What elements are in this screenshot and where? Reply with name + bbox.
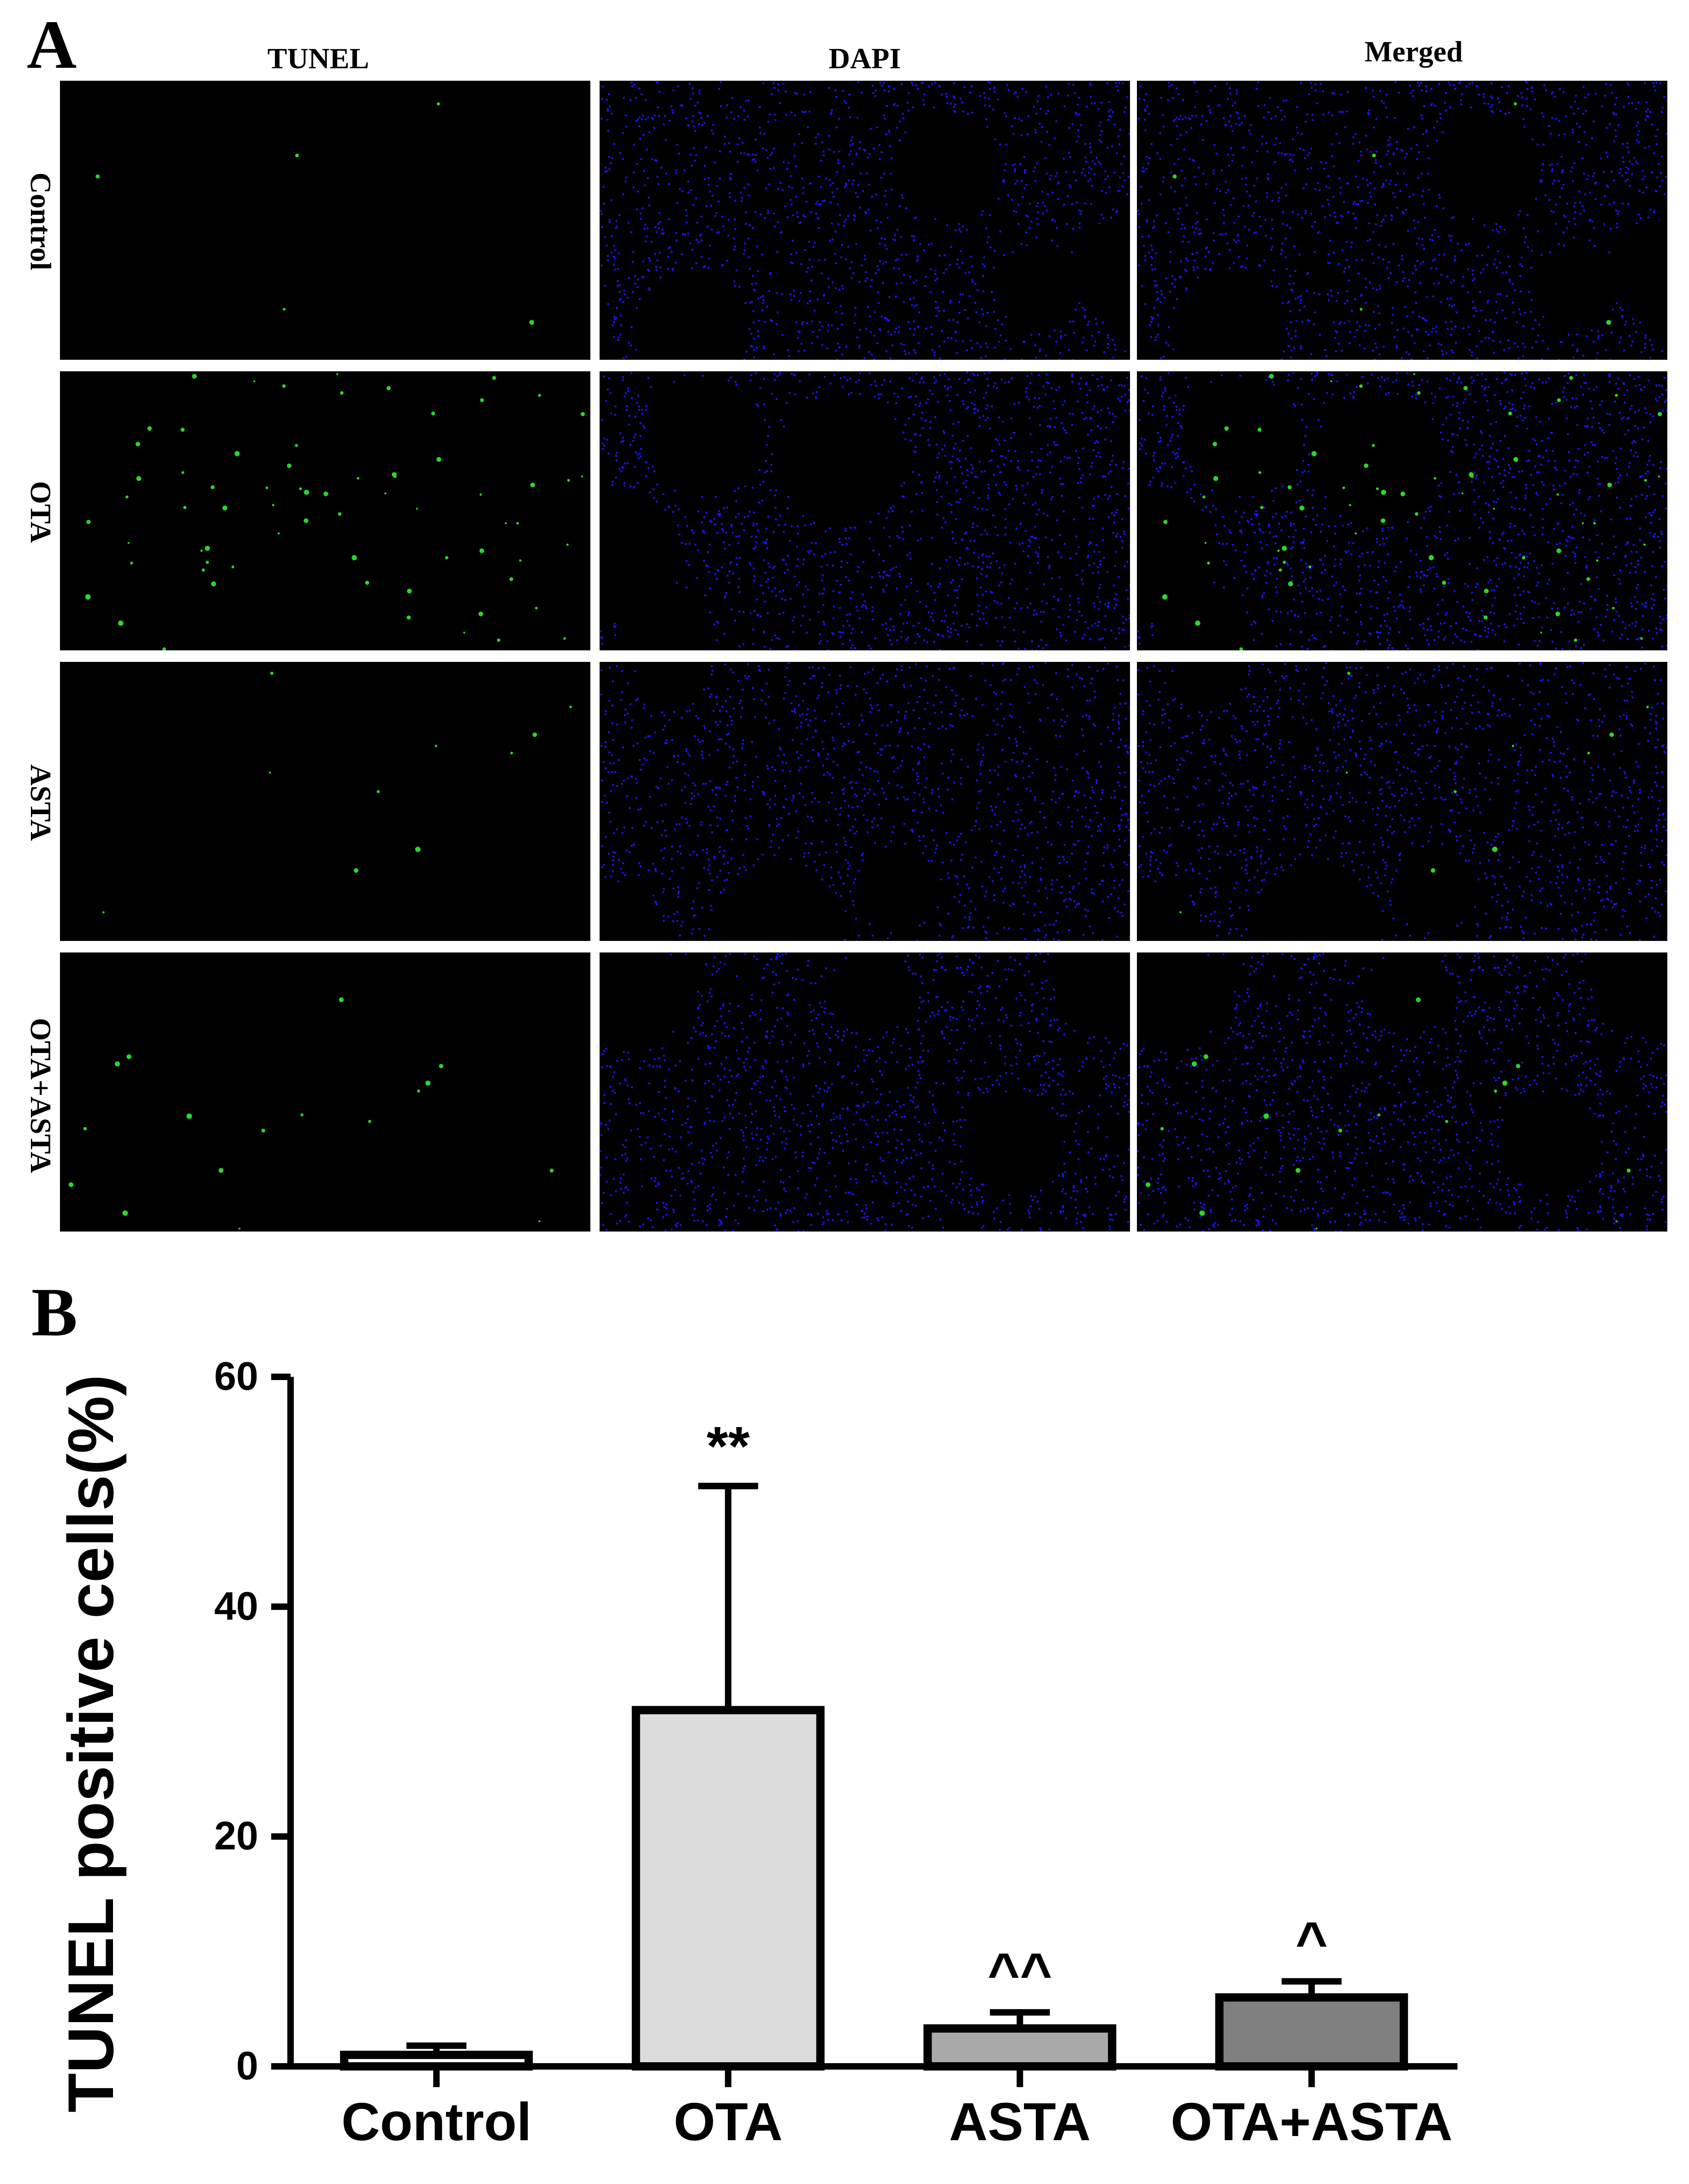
bar-control <box>340 2051 533 2071</box>
y-tick-label: 0 <box>236 2044 258 2088</box>
panel-a-label: A <box>27 6 77 83</box>
row-label-ota-asta: OTA+ASTA <box>24 1018 57 1173</box>
bar-asta <box>923 2024 1117 2071</box>
row-label-control: Control <box>24 172 57 271</box>
micrograph-ota-tunel <box>60 371 590 650</box>
column-label-dapi: DAPI <box>828 42 901 75</box>
row-label-asta: ASTA <box>24 764 57 841</box>
row-label-ota: OTA <box>24 481 57 543</box>
significance-marker: ^ <box>1296 1911 1328 1973</box>
micrograph-ota-merged <box>1137 371 1667 650</box>
micrograph-asta-tunel <box>60 662 590 941</box>
column-label-tunel: TUNEL <box>267 42 369 75</box>
micrograph-ota-asta-dapi <box>600 952 1130 1232</box>
y-tick-label: 40 <box>214 1584 258 1628</box>
micrograph-asta-merged <box>1137 662 1667 941</box>
significance-marker: ^^ <box>987 1942 1052 2004</box>
panel-b-label: B <box>31 1274 78 1351</box>
y-tick-label: 20 <box>214 1814 258 1858</box>
bar-ota-asta <box>1215 1993 1408 2071</box>
micrograph-ota-dapi <box>600 371 1130 650</box>
micrograph-control-merged <box>1137 81 1667 360</box>
x-tick-label: OTA+ASTA <box>1171 2092 1452 2152</box>
significance-marker: ** <box>707 1416 750 1477</box>
micrograph-control-dapi <box>600 81 1130 360</box>
y-axis-label: TUNEL positive cells(%) <box>54 1375 127 2113</box>
tunel-bar-chart: 0 20 40 60 Control OTA ** ASTA ^^ OTA+ASTA ^ TUNEL… <box>54 1354 1457 2152</box>
x-tick-label: OTA <box>674 2092 783 2152</box>
micrograph-ota-asta-tunel <box>60 952 590 1232</box>
bar-ota <box>631 1706 825 2071</box>
micrograph-asta-dapi <box>600 662 1130 941</box>
y-tick-label: 60 <box>214 1354 258 1398</box>
x-tick-label: ASTA <box>949 2092 1091 2152</box>
micrograph-control-tunel <box>60 81 590 360</box>
micrograph-ota-asta-merged <box>1137 952 1667 1232</box>
column-label-merged: Merged <box>1364 35 1463 68</box>
x-tick-label: Control <box>341 2092 531 2152</box>
